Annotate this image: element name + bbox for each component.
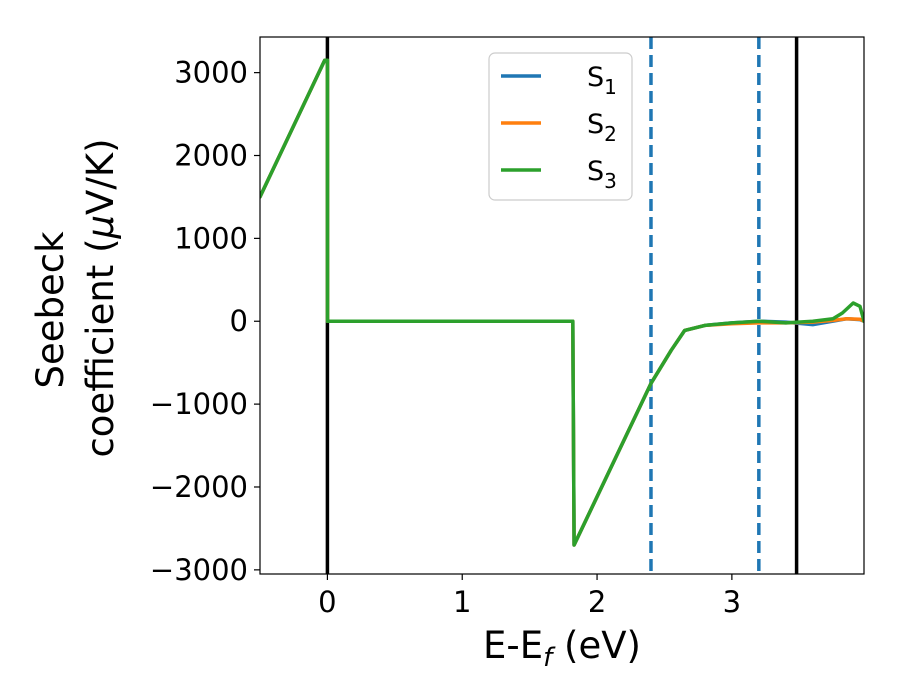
legend-label: S2 [587, 109, 617, 146]
y-tick-label: −2000 [150, 470, 248, 504]
series-lines [260, 58, 864, 547]
y-tick-label: 3000 [174, 56, 248, 90]
x-tick-label: 1 [453, 585, 471, 619]
y-axis-label: Seebeck coefficient (μV/K) [29, 138, 122, 457]
y-tick-label: −3000 [150, 553, 248, 587]
legend-label: S3 [587, 156, 617, 193]
axis-ticks: 0 1 2 3 −3000 −2000 −1000 0 1000 2000 3000 [150, 56, 741, 619]
legend-box [488, 52, 633, 201]
legend-label: S1 [587, 62, 617, 99]
x-tick-label: 3 [723, 585, 741, 619]
series-line-s3 [260, 58, 864, 547]
plot-frame [259, 36, 865, 575]
y-tick-label: 2000 [174, 139, 248, 173]
x-tick-label: 0 [318, 585, 336, 619]
y-tick-label: −1000 [150, 387, 248, 421]
y-axis-label-line2: coefficient (μV/K) [79, 138, 122, 457]
y-axis-label-line1: Seebeck [29, 231, 72, 389]
x-axis-label: E-Ef (eV) [483, 624, 641, 673]
x-tick-label: 2 [588, 585, 606, 619]
legend: S1 S2 S3 [488, 52, 633, 201]
y-tick-label: 1000 [174, 221, 248, 255]
y-tick-label: 0 [230, 304, 248, 338]
